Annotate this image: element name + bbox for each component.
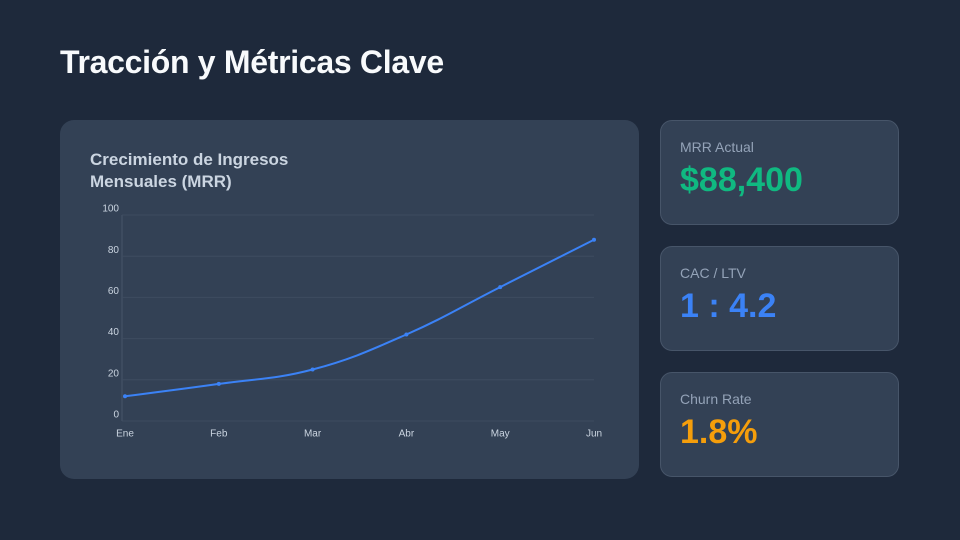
metric-card: MRR Actual $88,400: [660, 120, 899, 225]
x-tick-label: Feb: [210, 429, 228, 440]
line: [124, 238, 595, 398]
y-tick-label: 20: [108, 368, 120, 379]
metric-label: CAC / LTV: [680, 265, 746, 281]
metric-label: Churn Rate: [680, 391, 752, 407]
x-tick-label: May: [491, 429, 510, 440]
x-tick-label: Mar: [304, 429, 322, 440]
y-tick-label: 60: [108, 286, 120, 297]
page-title: Tracción y Métricas Clave: [60, 44, 444, 80]
metric-value: 1 : 4.2: [680, 287, 777, 325]
point: [498, 285, 503, 290]
y-tick-label: 40: [108, 327, 120, 338]
point: [216, 381, 221, 386]
point: [404, 332, 409, 337]
metric-label: MRR Actual: [680, 139, 754, 155]
x-tick-label: Jun: [586, 429, 602, 440]
metric-value: $88,400: [680, 161, 803, 199]
point: [123, 394, 127, 399]
metric-card: CAC / LTV 1 : 4.2: [660, 246, 899, 351]
x-tick-label: Abr: [399, 429, 415, 440]
metric-card: Churn Rate 1.8%: [660, 372, 899, 477]
y-tick-label: 100: [102, 204, 119, 215]
chart-card: [60, 120, 639, 479]
x-tick-label: Ene: [116, 429, 134, 440]
chart-title: Crecimiento de Ingresos Mensuales (MRR): [90, 150, 289, 191]
y-tick-label: 0: [113, 410, 119, 421]
metric-value: 1.8%: [680, 413, 758, 451]
point: [592, 237, 596, 242]
y-tick-label: 80: [108, 245, 120, 256]
point: [310, 367, 315, 372]
